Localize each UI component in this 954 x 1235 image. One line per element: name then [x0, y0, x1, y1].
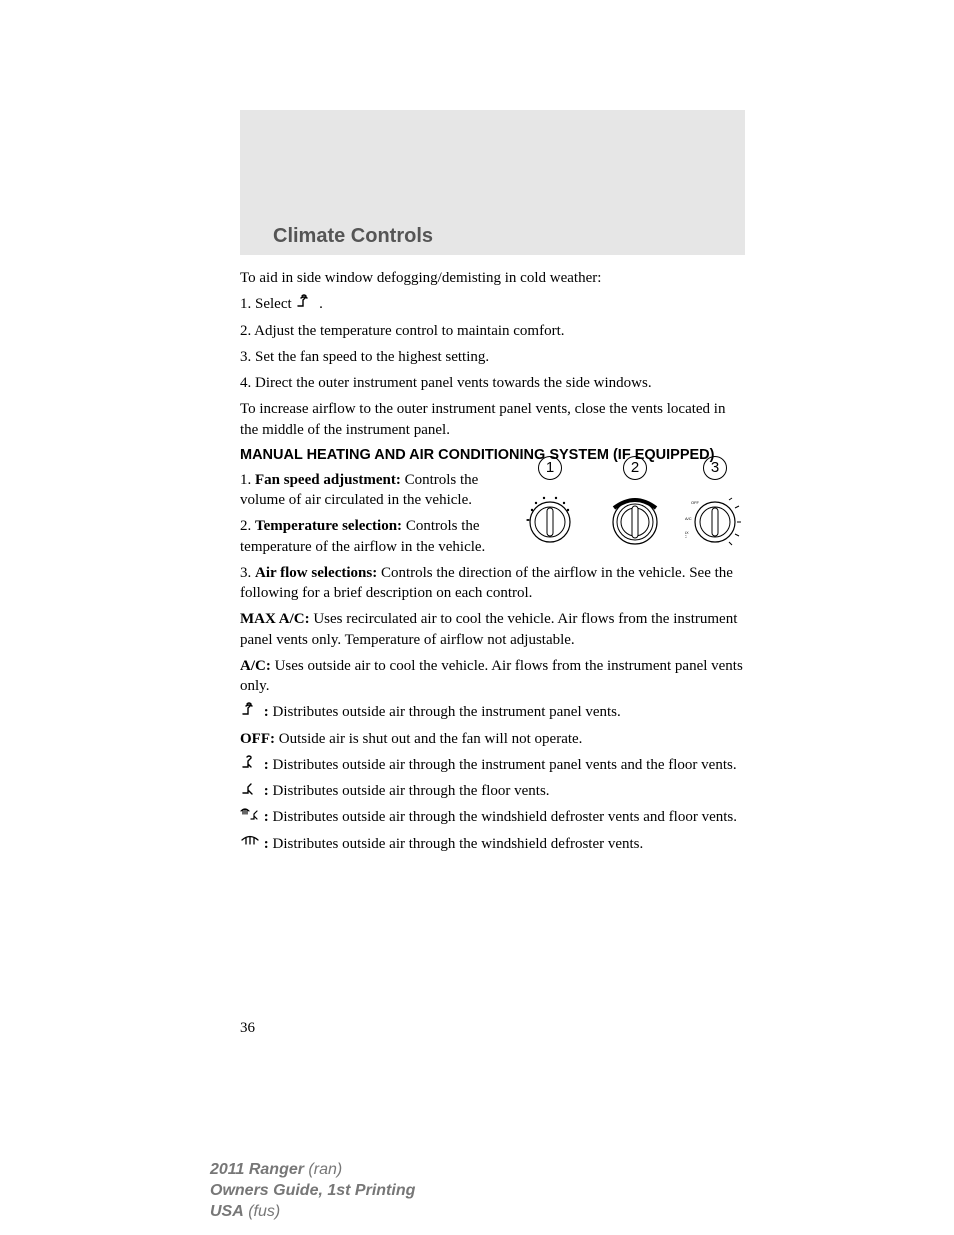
mode-floor: : Distributes outside air through the fl…: [240, 781, 745, 801]
footer-region: USA: [210, 1203, 244, 1220]
mode-defrost: : Distributes outside air through the wi…: [240, 834, 745, 854]
mode-maxac-label: MAX A/C:: [240, 611, 310, 627]
page-number: 36: [240, 1020, 255, 1037]
step-1-tail: .: [319, 296, 323, 312]
mode-off: OFF: Outside air is shut out and the fan…: [240, 729, 745, 749]
page-title: Climate Controls: [273, 225, 433, 248]
floor-icon: [240, 781, 260, 801]
mode-ac-text: Uses outside air to cool the vehicle. Ai…: [240, 658, 743, 694]
svg-text:A/C: A/C: [685, 535, 687, 539]
fan-knob-icon: [522, 490, 578, 546]
content-area: To aid in side window defogging/demistin…: [240, 268, 745, 860]
mode-defrost-floor-text: Distributes outside air through the wind…: [269, 809, 737, 825]
mode-off-text: Outside air is shut out and the fan will…: [275, 731, 582, 747]
item-1: 1. Fan speed adjustment: Controls the vo…: [240, 470, 490, 511]
panel-vent-icon: [240, 702, 260, 722]
mode-defrost-floor: : Distributes outside air through the wi…: [240, 807, 745, 827]
item-1-label: Fan speed adjustment:: [255, 472, 401, 488]
mode-panel-text: Distributes outside air through the inst…: [269, 704, 621, 720]
item-2: 2. Temperature selection: Controls the t…: [240, 516, 490, 557]
knob3-off-label: OFF: [691, 500, 700, 505]
knob-1-number: 1: [538, 456, 562, 480]
defrost-icon: [240, 834, 260, 854]
mode-panel-floor-text: Distributes outside air through the inst…: [269, 757, 737, 773]
knob-2-number: 2: [623, 456, 647, 480]
item-1-n: 1.: [240, 472, 255, 488]
mode-maxac: MAX A/C: Uses recirculated air to cool t…: [240, 609, 745, 650]
footer-code-1: (ran): [304, 1161, 342, 1178]
mode-maxac-text: Uses recirculated air to cool the vehicl…: [240, 611, 737, 647]
intro-text: To aid in side window defogging/demistin…: [240, 268, 745, 288]
panel-icon: [295, 294, 315, 314]
mode-panel: : Distributes outside air through the in…: [240, 702, 745, 722]
mode-defrost-text: Distributes outside air through the wind…: [269, 836, 644, 852]
step-2: 2. Adjust the temperature control to mai…: [240, 321, 745, 341]
mode-ac: A/C: Uses outside air to cool the vehicl…: [240, 656, 745, 697]
footer-line-3: USA (fus): [210, 1202, 415, 1223]
knobs-diagram: 1 2 3 OFF A/C MAX A/C: [520, 456, 750, 556]
after-steps: To increase airflow to the outer instrum…: [240, 399, 745, 440]
footer-line-1: 2011 Ranger (ran): [210, 1160, 415, 1181]
knob-1: 1: [520, 456, 580, 546]
footer-code-2: (fus): [244, 1203, 280, 1220]
defrost-floor-icon: [240, 807, 260, 827]
step-1-text: 1. Select: [240, 296, 292, 312]
step-1: 1. Select .: [240, 294, 745, 314]
knob-3-number: 3: [703, 456, 727, 480]
footer-line-2: Owners Guide, 1st Printing: [210, 1181, 415, 1202]
step-4: 4. Direct the outer instrument panel ven…: [240, 373, 745, 393]
knob3-ac-label: A/C: [685, 516, 692, 521]
footer-model: 2011 Ranger: [210, 1161, 304, 1178]
mode-off-label: OFF:: [240, 731, 275, 747]
item-2-label: Temperature selection:: [255, 518, 402, 534]
panel-floor-icon: [240, 755, 260, 775]
footer: 2011 Ranger (ran) Owners Guide, 1st Prin…: [210, 1160, 415, 1222]
mode-floor-text: Distributes outside air through the floo…: [269, 783, 550, 799]
item-3-label: Air flow selections:: [255, 565, 377, 581]
mode-knob-icon: OFF A/C MAX A/C: [685, 490, 745, 548]
knob-3: 3 OFF A/C MAX A/C: [685, 456, 745, 548]
knob-2: 2: [600, 456, 670, 546]
mode-panel-floor: : Distributes outside air through the in…: [240, 755, 745, 775]
temp-knob-icon: [602, 490, 668, 546]
mode-ac-label: A/C:: [240, 658, 271, 674]
step-3: 3. Set the fan speed to the highest sett…: [240, 347, 745, 367]
item-3: 3. Air flow selections: Controls the dir…: [240, 563, 745, 604]
item-2-n: 2.: [240, 518, 255, 534]
item-3-n: 3.: [240, 565, 255, 581]
